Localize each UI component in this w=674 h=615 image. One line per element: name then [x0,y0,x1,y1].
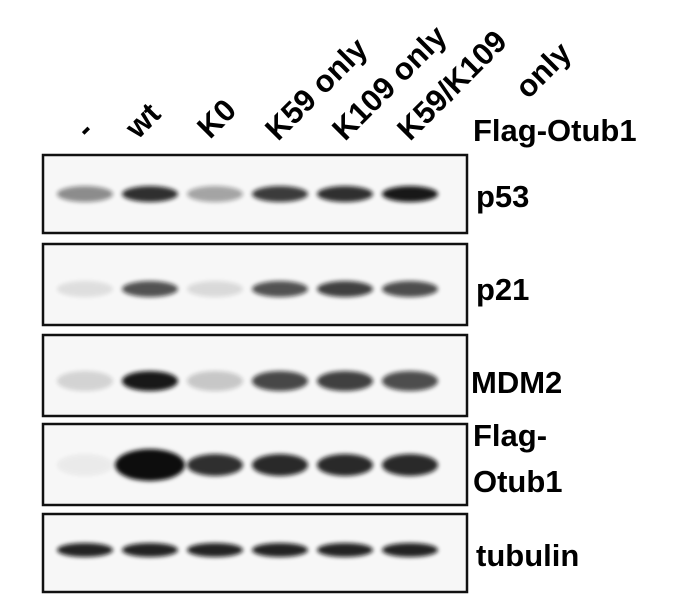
band [187,454,243,476]
blot-panel-tubulin: tubulin [41,512,579,594]
band [317,543,373,557]
band [252,543,308,557]
lane-label-3: K0 [190,92,243,145]
band [382,281,438,297]
blot-panel-p21: p21 [41,242,529,327]
band [57,281,113,297]
band [57,543,113,557]
band [317,186,373,202]
lane-label-6-line2: only [508,35,578,105]
construct-label: Flag-Otub1 [473,113,637,148]
band [317,454,373,476]
band-lane-group [57,371,438,391]
band [252,454,308,476]
row-label-p21: p21 [476,272,529,307]
band [115,449,185,481]
band [382,186,438,202]
band [317,281,373,297]
band [187,543,243,557]
band [187,371,243,391]
band [382,371,438,391]
band [122,186,178,202]
band [57,371,113,391]
band [122,371,178,391]
lane-label-2: wt [117,96,167,146]
band [382,543,438,557]
band [122,543,178,557]
row-label-flag-otub1-line1: Flag- [473,418,547,453]
row-label-p53: p53 [476,179,529,214]
lane-label-1: - [68,113,100,145]
band [57,186,113,202]
band [252,186,308,202]
band-lane-group [57,449,438,481]
band [122,281,178,297]
band [317,371,373,391]
blot-panel-mdm2: MDM2 [41,333,562,418]
row-label-tubulin: tubulin [476,538,579,573]
band [187,281,243,297]
band [187,186,243,202]
row-label-mdm2: MDM2 [471,365,562,400]
band-lane-group [57,543,438,557]
band-lane-group [57,281,438,297]
row-label-flag-otub1-line2: Otub1 [473,464,563,499]
band [252,281,308,297]
blot-panel-p53: p53 [41,153,529,235]
band-lane-group [57,186,438,202]
band [382,454,438,476]
band [57,454,113,476]
blot-panel-flag-otub1: Flag- Otub1 [41,418,563,507]
band [252,371,308,391]
